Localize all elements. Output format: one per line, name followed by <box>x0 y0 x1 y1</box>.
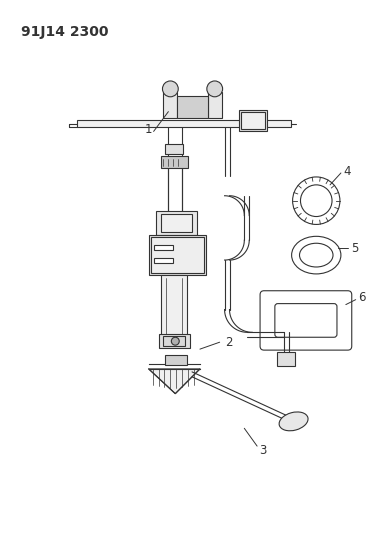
Bar <box>277 352 294 366</box>
Text: 3: 3 <box>259 443 266 457</box>
Bar <box>151 237 204 273</box>
Bar <box>77 119 291 127</box>
Bar <box>177 96 208 118</box>
Bar <box>241 111 265 130</box>
Bar <box>165 144 183 154</box>
Text: 1: 1 <box>145 123 152 136</box>
Text: 6: 6 <box>358 291 365 304</box>
Ellipse shape <box>279 412 308 431</box>
Bar <box>160 214 192 232</box>
Bar <box>158 334 190 348</box>
Bar <box>154 258 173 263</box>
Bar <box>208 92 222 118</box>
Bar <box>161 275 187 339</box>
Circle shape <box>207 81 222 97</box>
Bar <box>154 245 173 250</box>
Bar <box>163 92 177 118</box>
Bar <box>160 156 188 168</box>
Text: 2: 2 <box>226 336 233 349</box>
Bar <box>239 110 267 132</box>
Text: 4: 4 <box>344 165 352 177</box>
Bar <box>165 355 187 365</box>
Text: 5: 5 <box>351 241 358 255</box>
Bar <box>163 336 185 346</box>
Bar <box>149 236 206 275</box>
Circle shape <box>163 81 178 97</box>
Polygon shape <box>149 369 200 394</box>
Text: 91J14 2300: 91J14 2300 <box>20 25 108 38</box>
Circle shape <box>171 337 179 345</box>
Bar <box>156 211 197 236</box>
